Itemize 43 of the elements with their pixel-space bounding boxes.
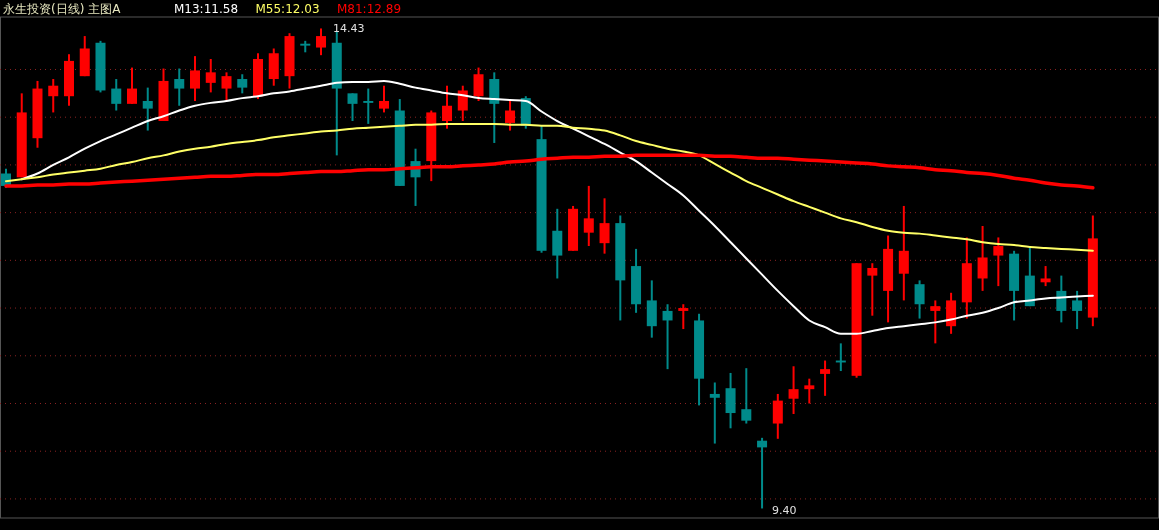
candlestick: [1072, 289, 1083, 331]
candlestick: [757, 436, 768, 510]
candlestick: [599, 197, 610, 255]
candlestick: [709, 381, 720, 445]
candlestick: [347, 92, 358, 123]
candlestick: [190, 55, 200, 102]
candlestick: [142, 86, 153, 132]
candlestick: [442, 84, 453, 130]
annotation: 14.43: [333, 22, 365, 36]
candlestick: [820, 359, 831, 397]
candlestick: [898, 204, 909, 302]
candlestick: [221, 71, 232, 102]
candlestick: [867, 262, 878, 317]
candlestick: [316, 27, 327, 57]
text: M13:11.58: [174, 2, 239, 16]
candlestick: [1056, 274, 1067, 324]
candlestick: [741, 367, 752, 425]
candlestick: [205, 57, 216, 94]
candlestick: [1040, 265, 1051, 288]
candlestick: [678, 303, 689, 331]
candlestick: [127, 66, 137, 105]
candlestick: [662, 303, 673, 371]
candlestick: [379, 84, 390, 114]
candlestick: [48, 78, 59, 114]
candlestick: [804, 377, 815, 405]
candlestick: [977, 224, 988, 292]
candlestick: [363, 87, 374, 125]
candlestick: [473, 66, 484, 102]
candlestick: [457, 84, 468, 123]
candlestick: [993, 236, 1004, 288]
text: M55:12.03: [255, 2, 320, 16]
chart-title: 永生投资(日线) 主图A: [3, 2, 122, 16]
candlestick: [174, 67, 185, 107]
candlestick: [505, 99, 516, 132]
candlestick: [914, 279, 925, 320]
text: M81:12.89: [337, 2, 402, 16]
candlestick: [772, 392, 783, 440]
candlestick: [930, 299, 941, 345]
candlestick: [788, 365, 799, 415]
candlestick: [583, 184, 594, 248]
candlestick: [237, 73, 248, 95]
annotation: 9.40: [772, 504, 797, 518]
candlestick: [111, 78, 122, 112]
